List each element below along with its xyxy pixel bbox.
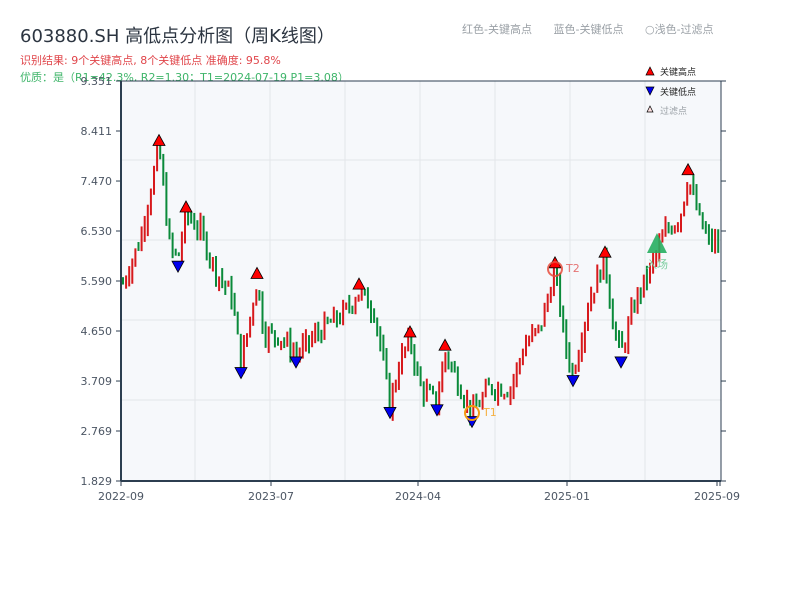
key-low-marker-icon (566, 375, 580, 388)
key-low-legend-icon (645, 86, 655, 96)
entry-triangle-icon (647, 233, 667, 253)
legend-filtered-point: 过滤点 (660, 105, 687, 117)
key-low-marker-icon (383, 407, 397, 420)
result-summary: 识别结果: 9个关键高点, 8个关键低点 准确度: 95.8% (20, 54, 281, 67)
key-high-marker-icon (438, 338, 452, 351)
legend-key-high: 关键高点 (660, 66, 696, 78)
key-high-marker-icon (403, 325, 417, 338)
svg-text:2.769: 2.769 (81, 425, 113, 438)
key-high-marker-icon (598, 245, 612, 258)
key-low-marker-icon (234, 367, 248, 380)
grid-lines (121, 81, 721, 481)
chart-title: 603880.SH 高低点分析图（周K线图） (20, 26, 335, 47)
entry-annotation: 入场 (646, 233, 668, 271)
svg-text:5.590: 5.590 (81, 275, 113, 288)
svg-text:2025-01: 2025-01 (544, 490, 590, 503)
color-legend: 红色-关键高点 蓝色-关键低点 ○浅色-过滤点 (462, 21, 714, 37)
legend-red-high: 红色-关键高点 (462, 23, 532, 36)
svg-text:6.530: 6.530 (81, 225, 113, 238)
key-high-legend-icon (645, 66, 655, 76)
svg-text:8.411: 8.411 (81, 125, 113, 138)
key-low-marker-icon (289, 356, 303, 369)
svg-text:1.829: 1.829 (81, 475, 113, 488)
svg-text:3.709: 3.709 (81, 375, 113, 388)
t1-annotation: T1 (464, 405, 497, 421)
svg-text:2024-04: 2024-04 (395, 490, 441, 503)
key-high-marker-icon (250, 266, 264, 279)
svg-text:4.650: 4.650 (81, 325, 113, 338)
key-low-marker-icon (614, 356, 628, 369)
chart-legend: 关键高点 关键低点 过滤点 (645, 66, 696, 117)
svg-text:9.351: 9.351 (81, 75, 113, 88)
svg-text:2023-07: 2023-07 (248, 490, 294, 503)
svg-text:7.470: 7.470 (81, 175, 113, 188)
candles (122, 143, 720, 426)
legend-key-low: 关键低点 (660, 86, 696, 98)
legend-blue-low: 蓝色-关键低点 (553, 23, 624, 36)
t1-label: T1 (482, 406, 497, 419)
y-axis-ticks: 1.829 2.769 3.709 4.650 5.590 6.530 7.470 8.411… (81, 75, 726, 488)
t2-ring-icon (547, 261, 563, 277)
legend-filtered: ○浅色-过滤点 (644, 23, 714, 36)
svg-text:2025-09: 2025-09 (694, 490, 740, 503)
t1-ring-icon (464, 405, 480, 421)
key-high-marker-icon (152, 133, 166, 146)
filtered-legend-icon (646, 105, 654, 113)
svg-text:2022-09: 2022-09 (98, 490, 144, 503)
key-low-marker-icon (430, 404, 444, 417)
t2-annotation: T2 (547, 261, 580, 277)
plot-area (121, 81, 721, 481)
t2-label: T2 (565, 262, 580, 275)
key-high-marker-icon (179, 200, 193, 213)
key-low-marker-icon (171, 260, 185, 274)
key-high-marker-icon (681, 162, 695, 176)
x-axis-ticks: 2022-09 2023-07 2024-04 2025-01 2025-09 (98, 481, 740, 503)
entry-label: 入场 (646, 257, 668, 271)
key-high-marker-icon (352, 277, 366, 290)
pivot-markers (152, 133, 695, 429)
